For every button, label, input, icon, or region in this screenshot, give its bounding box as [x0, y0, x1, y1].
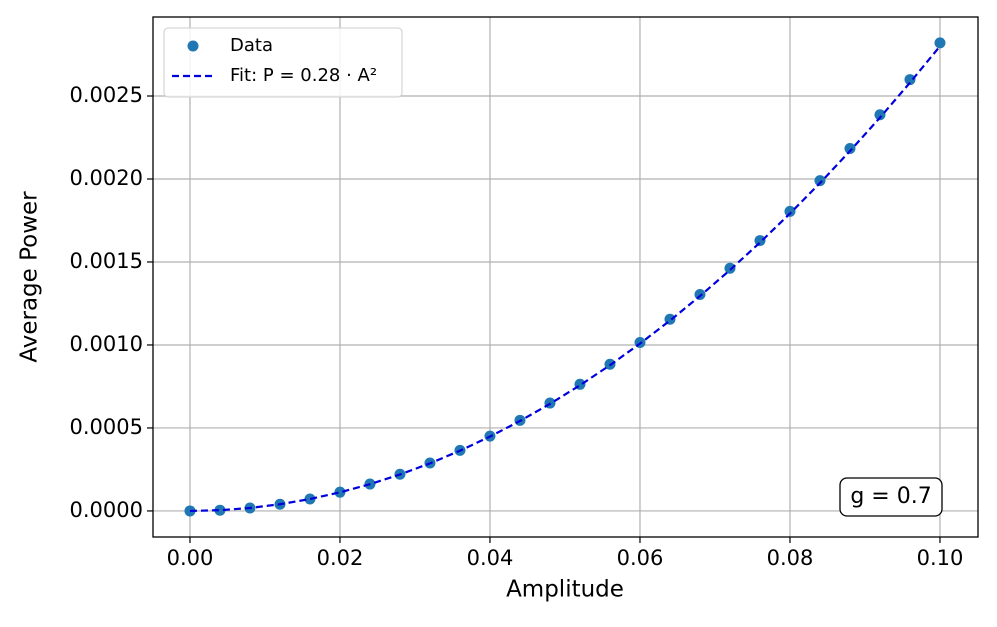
legend-label: Data	[230, 35, 273, 56]
data-point	[904, 74, 916, 86]
data-point	[334, 486, 346, 498]
y-tick-label: 0.0020	[70, 166, 143, 190]
data-point	[214, 504, 226, 516]
x-tick-label: 0.02	[317, 546, 364, 570]
y-tick-label: 0.0025	[70, 83, 143, 107]
plot-frame	[152, 16, 979, 538]
data-point	[874, 109, 886, 121]
legend-box	[163, 27, 403, 98]
legend-marker	[187, 40, 199, 52]
x-tick-label: 0.08	[767, 546, 814, 570]
fit-line	[189, 45, 941, 513]
data-point	[784, 205, 796, 217]
data-point	[724, 262, 736, 274]
data-point	[754, 235, 766, 247]
data-point	[844, 142, 856, 154]
y-tick-label: 0.0015	[70, 249, 143, 273]
data-point	[814, 175, 826, 187]
data-point	[934, 37, 946, 49]
annotation: g = 0.7	[850, 484, 931, 509]
x-tick-label: 0.06	[617, 546, 664, 570]
y-axis-label: Average Power	[17, 191, 43, 363]
x-axis-label: Amplitude	[506, 577, 624, 603]
y-tick-label: 0.0000	[70, 498, 143, 522]
x-tick-label: 0.10	[917, 546, 964, 570]
annotation-box	[839, 477, 943, 517]
data-point	[304, 493, 316, 505]
x-tick-label: 0.00	[167, 546, 214, 570]
x-tick-label: 0.04	[467, 546, 514, 570]
y-tick-label: 0.0005	[70, 415, 143, 439]
legend-label: Fit: P = 0.28 · A²	[230, 65, 377, 86]
y-tick-label: 0.0010	[70, 332, 143, 356]
data-point	[694, 289, 706, 301]
